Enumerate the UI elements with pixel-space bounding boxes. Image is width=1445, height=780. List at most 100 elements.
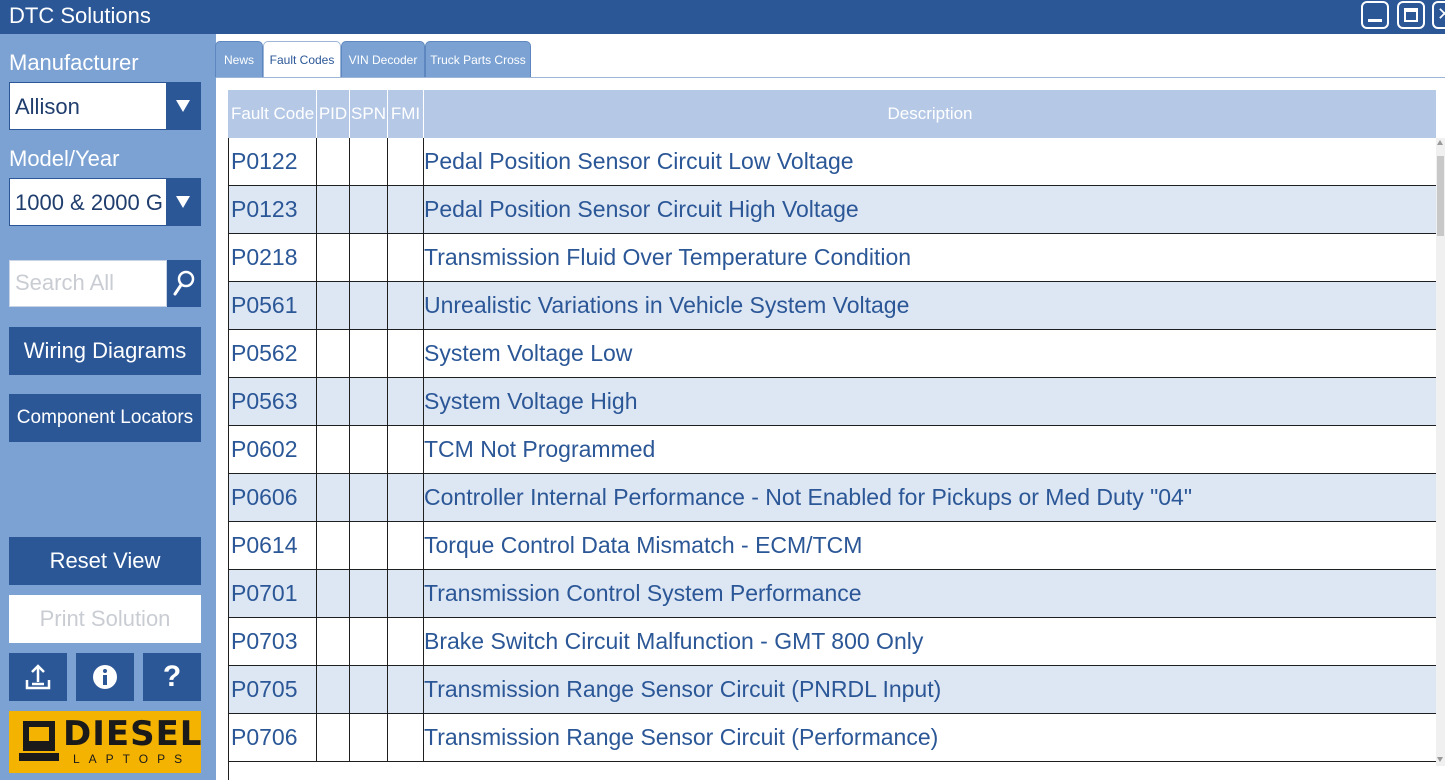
logo-word: DIESEL (63, 714, 203, 754)
app-title: DTC Solutions (9, 3, 151, 28)
cell-spn (349, 714, 387, 761)
info-icon (93, 665, 117, 689)
table-row[interactable]: P0703 Brake Switch Circuit Malfunction - … (228, 618, 1436, 666)
search-input[interactable] (10, 261, 160, 305)
export-button[interactable] (9, 653, 67, 701)
cell-fault-code: P0218 (231, 244, 298, 270)
cell-description: Controller Internal Performance - Not En… (424, 484, 1193, 510)
component-locators-button[interactable]: Component Locators (9, 394, 201, 442)
column-header-spn[interactable]: SPN (349, 90, 387, 138)
table-row[interactable]: P0705 Transmission Range Sensor Circuit (… (228, 666, 1436, 714)
table-row[interactable]: P0602 TCM Not Programmed (228, 426, 1436, 474)
tab-fault-codes[interactable]: Fault Codes (263, 41, 341, 78)
help-icon[interactable]: ? (143, 653, 201, 701)
cell-pid (316, 666, 349, 713)
cell-pid (316, 426, 349, 473)
model-year-value: 1000 & 2000 G (15, 190, 164, 215)
search-button[interactable] (167, 260, 201, 307)
cell-fmi (387, 474, 423, 521)
cell-pid (316, 714, 349, 761)
cell-description: Pedal Position Sensor Circuit High Volta… (424, 196, 859, 222)
search-icon (173, 270, 195, 296)
cell-fmi (387, 186, 423, 233)
cell-fault-code: P0122 (231, 148, 298, 174)
table-row[interactable]: P0614 Torque Control Data Mismatch - ECM/… (228, 522, 1436, 570)
manufacturer-dropdown[interactable]: Allison (9, 82, 201, 130)
cell-spn (349, 426, 387, 473)
cell-fault-code: P0561 (231, 292, 298, 318)
cell-spn (349, 522, 387, 569)
tab-vin-decoder[interactable]: VIN Decoder (341, 41, 425, 77)
wiring-diagrams-button[interactable]: Wiring Diagrams (9, 327, 201, 375)
cell-description: Torque Control Data Mismatch - ECM/TCM (424, 532, 863, 558)
table-row[interactable]: P0218 Transmission Fluid Over Temperature… (228, 234, 1436, 282)
cell-description: Transmission Range Sensor Circuit (PNRDL… (424, 676, 942, 702)
cell-fmi (387, 618, 423, 665)
close-icon[interactable] (1432, 1, 1445, 29)
column-header-pid[interactable]: PID (316, 90, 349, 138)
table-row[interactable]: P0123 Pedal Position Sensor Circuit High … (228, 186, 1436, 234)
cell-spn (349, 330, 387, 377)
cell-fault-code: P0563 (231, 388, 298, 414)
cell-spn (349, 618, 387, 665)
cell-fault-code: P0602 (231, 436, 298, 462)
column-header-fault-code[interactable]: Fault Code (231, 104, 315, 123)
scrollbar-thumb[interactable] (1437, 156, 1444, 236)
tab-news[interactable]: News (215, 41, 263, 77)
reset-view-button[interactable]: Reset View (9, 537, 201, 585)
cell-description: Unrealistic Variations in Vehicle System… (424, 292, 910, 318)
cell-fault-code: P0606 (231, 484, 298, 510)
table-row[interactable]: P0562 System Voltage Low (228, 330, 1436, 378)
cell-description: Pedal Position Sensor Circuit Low Voltag… (424, 148, 854, 174)
laptop-icon (19, 721, 59, 761)
cell-pid (316, 378, 349, 425)
table-row[interactable]: P0701 Transmission Control System Perform… (228, 570, 1436, 618)
chevron-down-icon[interactable] (166, 179, 200, 225)
cell-fmi (387, 426, 423, 473)
cell-description: System Voltage Low (424, 340, 633, 366)
cell-fault-code: P0701 (231, 580, 298, 606)
info-button[interactable] (76, 653, 134, 701)
cell-fmi (387, 522, 423, 569)
maximize-icon[interactable] (1397, 1, 1425, 29)
cell-fmi (387, 138, 423, 185)
scroll-up-icon[interactable] (1437, 140, 1443, 145)
cell-description: TCM Not Programmed (424, 436, 656, 462)
cell-pid (316, 234, 349, 281)
model-year-label: Model/Year (9, 146, 120, 171)
scroll-down-icon[interactable] (1437, 757, 1443, 762)
table-row[interactable]: P0563 System Voltage High (228, 378, 1436, 426)
cell-fmi (387, 234, 423, 281)
table-row[interactable]: P0706 Transmission Range Sensor Circuit (… (228, 714, 1436, 762)
model-year-dropdown[interactable]: 1000 & 2000 G (9, 178, 201, 226)
cell-pid (316, 330, 349, 377)
cell-pid (316, 474, 349, 521)
minimize-icon[interactable] (1361, 1, 1389, 29)
cell-spn (349, 570, 387, 617)
table-row[interactable]: P0606 Controller Internal Performance - N… (228, 474, 1436, 522)
logo-subtitle: LAPTOPS (73, 752, 192, 766)
table-row[interactable]: P0561 Unrealistic Variations in Vehicle S… (228, 282, 1436, 330)
cell-spn (349, 234, 387, 281)
vertical-scrollbar[interactable] (1436, 138, 1445, 766)
search-field[interactable] (9, 260, 167, 307)
cell-fmi (387, 282, 423, 329)
manufacturer-label: Manufacturer (9, 50, 139, 75)
print-solution-button[interactable]: Print Solution (9, 595, 201, 643)
column-header-fmi[interactable]: FMI (387, 90, 423, 138)
cell-fault-code: P0562 (231, 340, 298, 366)
cell-pid (316, 282, 349, 329)
manufacturer-value: Allison (15, 94, 80, 119)
cell-pid (316, 570, 349, 617)
cell-fmi (387, 570, 423, 617)
chevron-down-icon[interactable] (166, 83, 200, 129)
cell-description: Transmission Control System Performance (424, 580, 862, 606)
cell-description: Brake Switch Circuit Malfunction - GMT 8… (424, 628, 924, 654)
cell-description: Transmission Range Sensor Circuit (Perfo… (424, 724, 939, 750)
table-row[interactable]: P0122 Pedal Position Sensor Circuit Low V… (228, 138, 1436, 186)
column-header-description[interactable]: Description (423, 90, 1436, 138)
main-panel: News Fault Codes VIN Decoder Truck Parts… (210, 34, 1445, 780)
cell-fault-code: P0703 (231, 628, 298, 654)
tab-truck-parts-cross[interactable]: Truck Parts Cross (425, 41, 531, 77)
diesel-laptops-logo: DIESEL LAPTOPS (9, 711, 201, 773)
